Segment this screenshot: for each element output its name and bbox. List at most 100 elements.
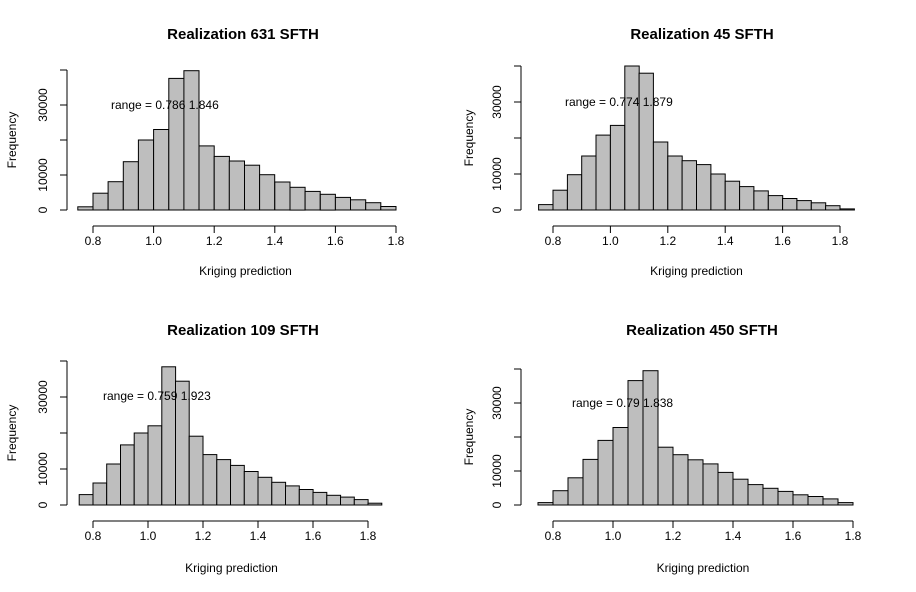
panel-1-x-tick-label: 1.6 (327, 234, 344, 248)
panel-3-bar-6 (161, 366, 177, 506)
panel-1-x-tick-label: 1.2 (206, 234, 223, 248)
panel-3-x-tick-label: 1.6 (305, 529, 322, 543)
panel-3-x-tick-label: 0.8 (85, 529, 102, 543)
panel-3-x-tick-label: 1.4 (250, 529, 267, 543)
panel-1-y-tick-label: 10000 (36, 158, 50, 192)
panel-1-x-tick-label: 1.4 (266, 234, 283, 248)
panel-4-x-tick-label: 0.8 (545, 529, 562, 543)
panel-4-bar-16 (777, 490, 794, 506)
panel-1-bar-10 (228, 160, 246, 211)
panel-3-bar-4 (133, 432, 149, 506)
panel-3-bar-19 (340, 496, 355, 506)
panel-1: Realization 631 SFTH 0.8 1.0 1.2 1.4 1.6 1.8 0 1… (5, 26, 405, 278)
panel-1-bar-3 (122, 161, 139, 211)
panel-2-bar-2 (566, 174, 583, 211)
panel-1-title: Realization 631 SFTH (167, 26, 319, 43)
panel-4-title: Realization 450 SFTH (626, 322, 778, 339)
panel-1-x-tick-label: 1.8 (388, 234, 405, 248)
panel-3-y-tick-label: 30000 (36, 380, 50, 414)
panel-2-title: Realization 45 SFTH (630, 26, 773, 43)
panel-2-x-tick-label: 1.6 (774, 234, 791, 248)
panel-4-bar-3 (582, 458, 599, 506)
panel-4-bar-18 (807, 496, 824, 506)
panel-1-bar-18 (350, 199, 367, 211)
panel-1-x-tick-label: 1.0 (145, 234, 162, 248)
panel-4-x-label: Kriging prediction (657, 561, 750, 575)
panel-3-bar-21 (367, 502, 383, 506)
panel-2-bar-13 (724, 180, 741, 211)
panel-2-y-tick-label: 10000 (490, 157, 504, 191)
panel-1-bar-0 (77, 206, 94, 211)
panel-4-bar-10 (687, 459, 704, 506)
panel-3-bar-2 (106, 463, 121, 506)
panel-3-bar-16 (298, 489, 314, 506)
panel-2-bar-4 (595, 134, 611, 211)
panel-2-x-label: Kriging prediction (650, 264, 743, 278)
panel-3-bar-8 (188, 435, 204, 506)
panel-2: Realization 45 SFTH 0.8 1.0 1.2 1.4 1.6 1.8 0 10… (462, 26, 855, 278)
panel-3-bar-9 (202, 454, 218, 506)
panel-2-y-tick-label: 30000 (490, 85, 504, 119)
panel-2-bar-20 (825, 205, 841, 211)
panel-2-bar-6 (624, 65, 640, 211)
panel-1-bar-11 (244, 164, 261, 211)
panel-2-y-label: Frequency (462, 110, 476, 167)
panel-1-x-tick-label: 0.8 (85, 234, 102, 248)
panel-2-y-tick-label: 0 (490, 206, 504, 213)
panel-3-bar-15 (285, 485, 300, 506)
panel-1-bar-2 (107, 181, 124, 211)
panel-2-bar-10 (681, 160, 697, 211)
panel-4-bar-9 (672, 454, 689, 506)
panel-3-x-tick-label: 1.0 (140, 529, 157, 543)
panel-2-bar-18 (796, 200, 812, 211)
panel-3-bar-10 (216, 459, 232, 506)
panel-4: Realization 450 SFTH 0.8 1.0 1.2 1.4 1.6 1.8 0 1… (462, 322, 862, 575)
panel-3-bar-5 (147, 425, 163, 506)
panel-2-bar-9 (667, 155, 683, 211)
panel-3-range-annotation: range = 0.759 1.923 (103, 389, 211, 403)
panel-2-bar-21 (839, 208, 855, 211)
panel-2-bar-0 (538, 204, 554, 211)
panel-2-x-tick-label: 1.4 (717, 234, 734, 248)
panel-3-bar-18 (326, 494, 342, 506)
panel-3: Realization 109 SFTH 0.8 1.0 1.2 1.4 1.6 1.8 0 1… (5, 322, 383, 575)
panel-4-bar-4 (597, 439, 614, 506)
panel-3-bar-13 (257, 476, 273, 506)
panel-2-bar-19 (810, 202, 827, 211)
panel-2-bar-3 (581, 155, 597, 211)
panel-3-y-tick-label: 0 (36, 501, 50, 508)
panel-4-x-tick-label: 1.6 (785, 529, 802, 543)
panel-3-bar-1 (92, 482, 108, 506)
panel-4-x-tick-label: 1.8 (845, 529, 862, 543)
panel-4-range-annotation: range = 0.79 1.838 (572, 396, 673, 410)
panel-3-bar-20 (353, 499, 369, 506)
panel-1-bar-12 (259, 174, 276, 211)
panel-4-bar-1 (552, 490, 569, 506)
panel-4-bar-12 (717, 471, 734, 506)
panel-3-bar-17 (312, 491, 328, 506)
panel-1-bar-16 (319, 193, 336, 211)
panel-4-x-tick-label: 1.4 (725, 529, 742, 543)
panel-2-bar-5 (609, 124, 626, 211)
panel-1-bar-15 (304, 190, 321, 211)
panel-3-bar-14 (271, 481, 287, 506)
panel-2-bar-15 (753, 190, 769, 211)
panel-2-bar-16 (767, 195, 784, 211)
panel-4-x-tick-label: 1.0 (605, 529, 622, 543)
panel-4-y-tick-label: 0 (490, 501, 504, 508)
panel-4-bar-5 (612, 427, 629, 506)
panel-1-bar-1 (92, 192, 109, 211)
panel-4-bar-14 (747, 484, 764, 506)
panel-1-range-annotation: range = 0.786 1.846 (111, 98, 219, 112)
panel-3-bar-12 (243, 471, 259, 506)
panel-4-bar-13 (732, 478, 749, 506)
panel-4-y-tick-label: 30000 (490, 386, 504, 420)
panel-2-bar-12 (710, 173, 726, 211)
panel-3-y-tick-label: 10000 (36, 452, 50, 486)
panel-1-bar-13 (274, 181, 291, 211)
panel-1-bar-14 (289, 186, 306, 211)
panel-3-x-label: Kriging prediction (185, 561, 278, 575)
panel-4-bar-20 (837, 502, 854, 506)
panel-2-bar-11 (696, 164, 712, 211)
